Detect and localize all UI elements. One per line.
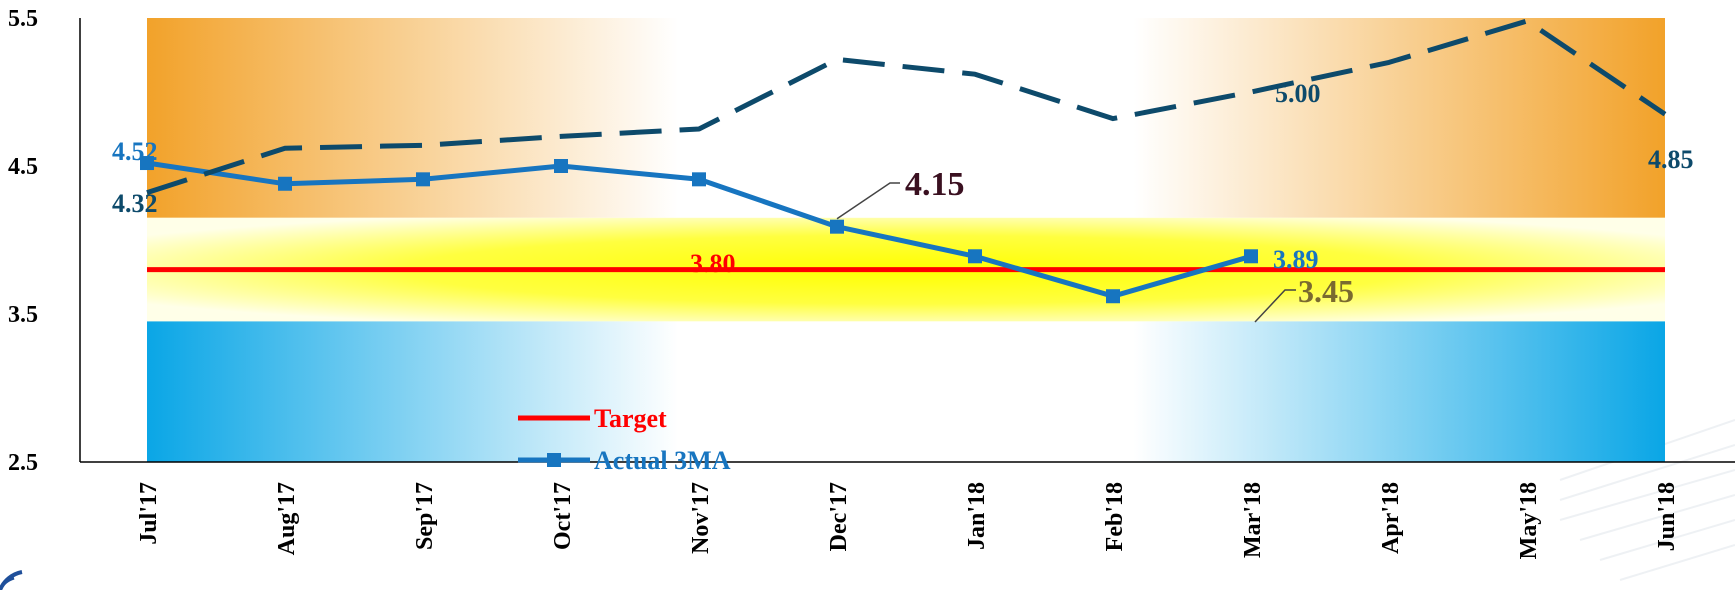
- actual-3ma-marker: [140, 156, 154, 171]
- y-tick-label: 4.5: [8, 154, 38, 180]
- x-tick-label: Jul'17: [136, 482, 162, 545]
- y-tick-label: 2.5: [8, 450, 38, 476]
- background-decoration: [1559, 419, 1735, 581]
- data-label: 3.45: [1298, 273, 1354, 309]
- leader-line: [1254, 289, 1296, 323]
- legend-label: Actual 3MA: [594, 446, 731, 475]
- x-tick-label: Apr'18: [1378, 482, 1404, 554]
- actual-3ma-marker: [968, 249, 982, 264]
- data-label: 5.00: [1275, 79, 1321, 108]
- data-label: 3.80: [690, 249, 736, 278]
- x-tick-label: Jan'18: [964, 482, 990, 550]
- x-tick-label: Dec'17: [826, 482, 852, 551]
- legend-marker: [547, 453, 561, 467]
- x-tick-label: Aug'17: [274, 482, 300, 555]
- y-tick-labels: 5.5 4.5 3.5 2.5: [8, 6, 38, 476]
- actual-3ma-marker: [416, 172, 430, 187]
- band-2: [147, 321, 1665, 462]
- data-labels: 4.52 4.32 4.15 3.80 3.893.45 5.00 4.85: [112, 79, 1694, 323]
- data-label: 3.89: [1273, 245, 1319, 274]
- data-label: 4.15: [905, 166, 965, 203]
- x-tick-label: Sep'17: [412, 482, 438, 550]
- actual-3ma-marker: [1244, 249, 1258, 264]
- x-tick-label: Nov'17: [688, 482, 714, 554]
- legend-label: Target: [594, 404, 667, 433]
- actual-3ma-marker: [830, 219, 844, 234]
- data-label: 4.85: [1648, 145, 1694, 174]
- leader-line: [836, 182, 900, 220]
- x-tick-label: Jun'18: [1654, 482, 1680, 551]
- x-tick-label: Oct'17: [550, 482, 576, 550]
- actual-3ma-marker: [1106, 289, 1120, 304]
- actual-3ma-marker: [554, 159, 568, 173]
- x-tick-label: May'18: [1516, 482, 1542, 559]
- x-tick-label: Mar'18: [1240, 482, 1266, 558]
- y-tick-label: 5.5: [8, 6, 38, 32]
- data-label: 4.32: [112, 189, 158, 218]
- legend: Target Actual 3MA: [518, 404, 731, 475]
- dashed-series-line: [146, 18, 1667, 195]
- data-label: 4.52: [112, 137, 158, 166]
- actual-3ma-marker: [692, 172, 706, 187]
- series-lines: [140, 18, 1667, 304]
- actual-3ma-marker: [278, 176, 292, 191]
- x-tick-labels: Jul'17 Aug'17 Sep'17 Oct'17 Nov'17 Dec'17 Jan'…: [136, 482, 1680, 559]
- logo: [0, 570, 23, 590]
- x-tick-label: Feb'18: [1102, 482, 1128, 551]
- y-tick-label: 3.5: [8, 302, 38, 328]
- band-0: [147, 18, 1665, 218]
